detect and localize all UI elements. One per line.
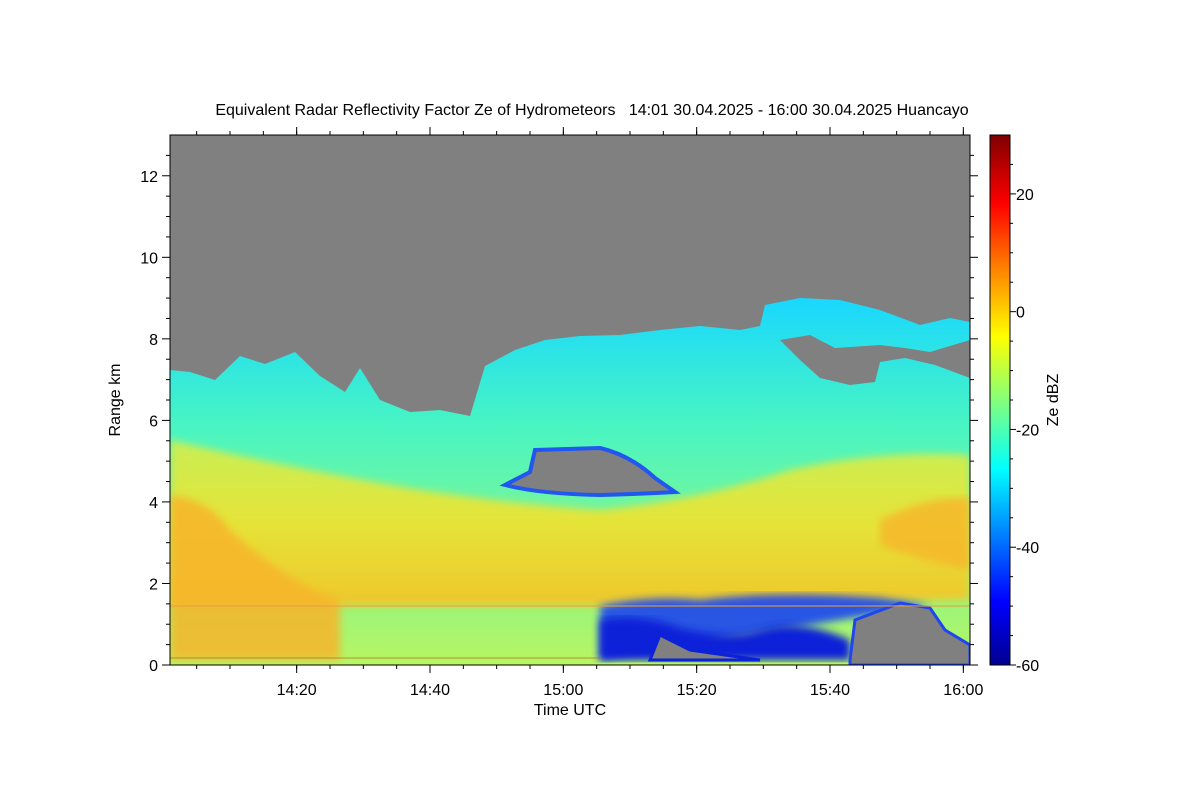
strong-echo-right [880,497,970,570]
x-tick-label: 15:20 [677,682,717,699]
x-tick-label: 16:00 [943,682,983,699]
x-axis-label: Time UTC [534,702,606,719]
strong-echo-left [170,495,340,660]
x-tick-label: 15:40 [810,682,850,699]
colorbar-tick-label: -60 [1016,658,1039,675]
y-tick-label: 6 [149,413,158,430]
x-tick-label: 15:00 [543,682,583,699]
y-tick-label: 12 [140,169,158,186]
y-tick-label: 8 [149,332,158,349]
colorbar-tick-label: 0 [1016,305,1025,322]
moderate-echo-band [170,440,970,606]
surface-gap [647,632,761,662]
y-tick-label: 10 [140,250,158,267]
x-tick-label: 14:20 [277,682,317,699]
colorbar-tick-label: -20 [1016,422,1039,439]
x-tick-label: 14:40 [410,682,450,699]
x-axis: 14:20 14:40 15:00 15:20 15:40 16:00 [196,127,983,699]
colorbar-label: Ze dBZ [1045,374,1062,427]
chart-title: Equivalent Radar Reflectivity Factor Ze … [215,102,968,119]
colorbar-ticks: -60 -40 -20 0 20 [1010,163,1039,675]
y-tick-label: 2 [149,576,158,593]
surface-gap-right [848,601,970,665]
y-tick-label: 4 [149,495,158,512]
y-axis-label: Range km [107,364,124,437]
y-tick-label: 0 [149,658,158,675]
colorbar-tick-label: -40 [1016,540,1039,557]
clear-gap [499,445,681,498]
colorbar-gradient [989,134,1011,666]
colorbar: -60 -40 -20 0 20 Ze dBZ [989,134,1062,675]
y-axis: 0 2 4 6 8 10 12 [140,154,978,675]
colorbar-tick-label: 20 [1016,187,1034,204]
plot-area [170,135,970,665]
